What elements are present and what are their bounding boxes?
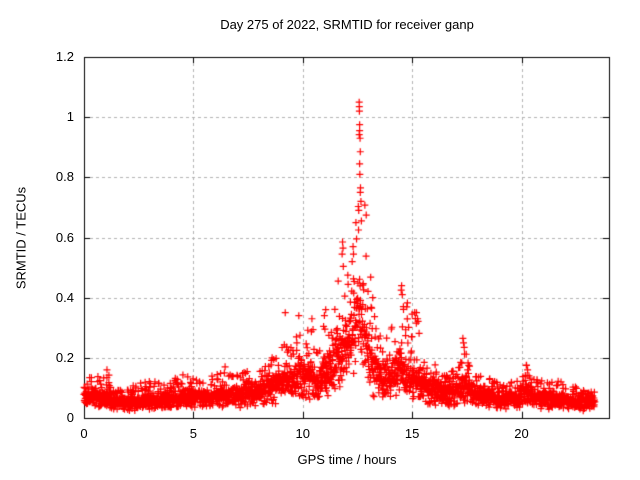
chart-title: Day 275 of 2022, SRMTID for receiver gan… bbox=[220, 17, 474, 32]
x-tick-label: 0 bbox=[80, 426, 88, 441]
x-tick-label: 15 bbox=[404, 426, 420, 441]
x-tick-label: 20 bbox=[514, 426, 529, 441]
y-tick-label: 1.2 bbox=[55, 49, 74, 64]
y-tick-label: 0.8 bbox=[55, 169, 74, 185]
y-tick-label: 0.6 bbox=[55, 229, 74, 245]
x-axis-title: GPS time / hours bbox=[297, 452, 397, 467]
y-tick-label: 0.2 bbox=[55, 349, 74, 365]
y-tick-label: 0.4 bbox=[55, 289, 74, 305]
y-tick-label: 1 bbox=[66, 109, 74, 125]
y-tick-label: 0 bbox=[66, 410, 74, 425]
x-tick-label: 5 bbox=[189, 426, 197, 441]
x-tick-label: 10 bbox=[295, 426, 310, 441]
